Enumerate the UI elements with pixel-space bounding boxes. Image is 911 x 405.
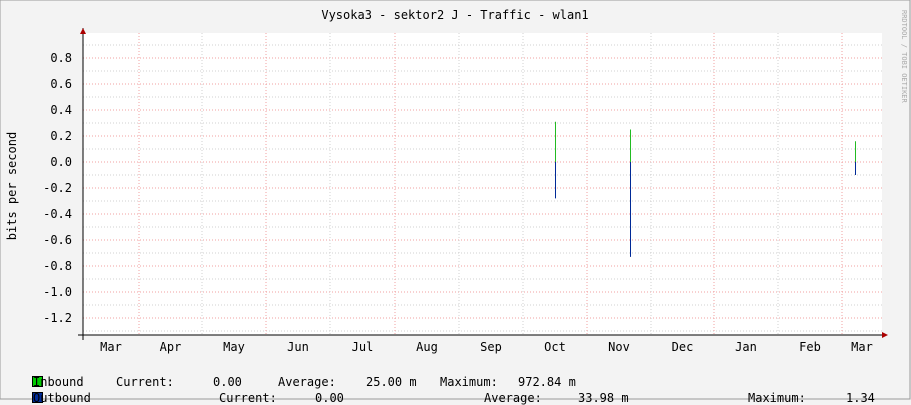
inbound-average: 25.00 m [366, 375, 417, 389]
outbound-current-label: Current: [219, 391, 277, 405]
y-tick-label: -0.8 [43, 259, 72, 273]
x-tick-label: Dec [672, 340, 694, 354]
x-tick-label: Feb [799, 340, 821, 354]
inbound-swatch [32, 376, 44, 387]
x-tick-label: Jul [352, 340, 374, 354]
inbound-name: Inbound [33, 375, 84, 389]
rrdtool-watermark: RRDTOOL / TOBI OETIKER [900, 10, 908, 104]
x-tick-label: Jun [287, 340, 309, 354]
y-tick-label: -0.6 [43, 233, 72, 247]
x-tick-label: Nov [608, 340, 630, 354]
x-tick-label: May [223, 340, 245, 354]
inbound-maximum: 972.84 m [518, 375, 576, 389]
x-tick-label: Jan [735, 340, 757, 354]
y-tick-label: 0.4 [50, 103, 72, 117]
y-tick-label: 0.8 [50, 51, 72, 65]
y-tick-label: -0.2 [43, 181, 72, 195]
x-tick-label: Mar [100, 340, 122, 354]
x-tick-label: Oct [544, 340, 566, 354]
y-axis-label: bits per second [5, 132, 19, 240]
y-tick-label: -1.2 [43, 311, 72, 325]
y-tick-label: -0.4 [43, 207, 72, 221]
x-tick-label: Mar [851, 340, 873, 354]
outbound-maximum-label: Maximum: [748, 391, 806, 405]
inbound-current-label: Current: [116, 375, 174, 389]
outbound-average: 33.98 m [578, 391, 629, 405]
y-axis-arrow [80, 28, 86, 34]
outbound-name: Outbound [33, 391, 91, 405]
outbound-average-label: Average: [484, 391, 542, 405]
inbound-average-label: Average: [278, 375, 336, 389]
outbound-maximum: 1.34 [846, 391, 875, 405]
x-axis-arrow [882, 332, 888, 338]
outbound-current: 0.00 [315, 391, 344, 405]
x-tick-label: Sep [480, 340, 502, 354]
inbound-current: 0.00 [213, 375, 242, 389]
chart-title: Vysoka3 - sektor2 J - Traffic - wlan1 [321, 8, 588, 22]
plot-area [83, 33, 882, 335]
x-tick-label: Aug [416, 340, 438, 354]
legend-outbound: Outbound Current: 0.00 Average: 33.98 m Maxim… [18, 377, 875, 405]
y-tick-label: -1.0 [43, 285, 72, 299]
y-tick-label: 0.2 [50, 129, 72, 143]
y-tick-label: 0.0 [50, 155, 72, 169]
inbound-maximum-label: Maximum: [440, 375, 498, 389]
x-tick-label: Apr [160, 340, 182, 354]
y-tick-label: 0.6 [50, 77, 72, 91]
legend-inbound: Inbound Current: 0.00 Average: 25.00 m Maximu… [18, 361, 576, 389]
